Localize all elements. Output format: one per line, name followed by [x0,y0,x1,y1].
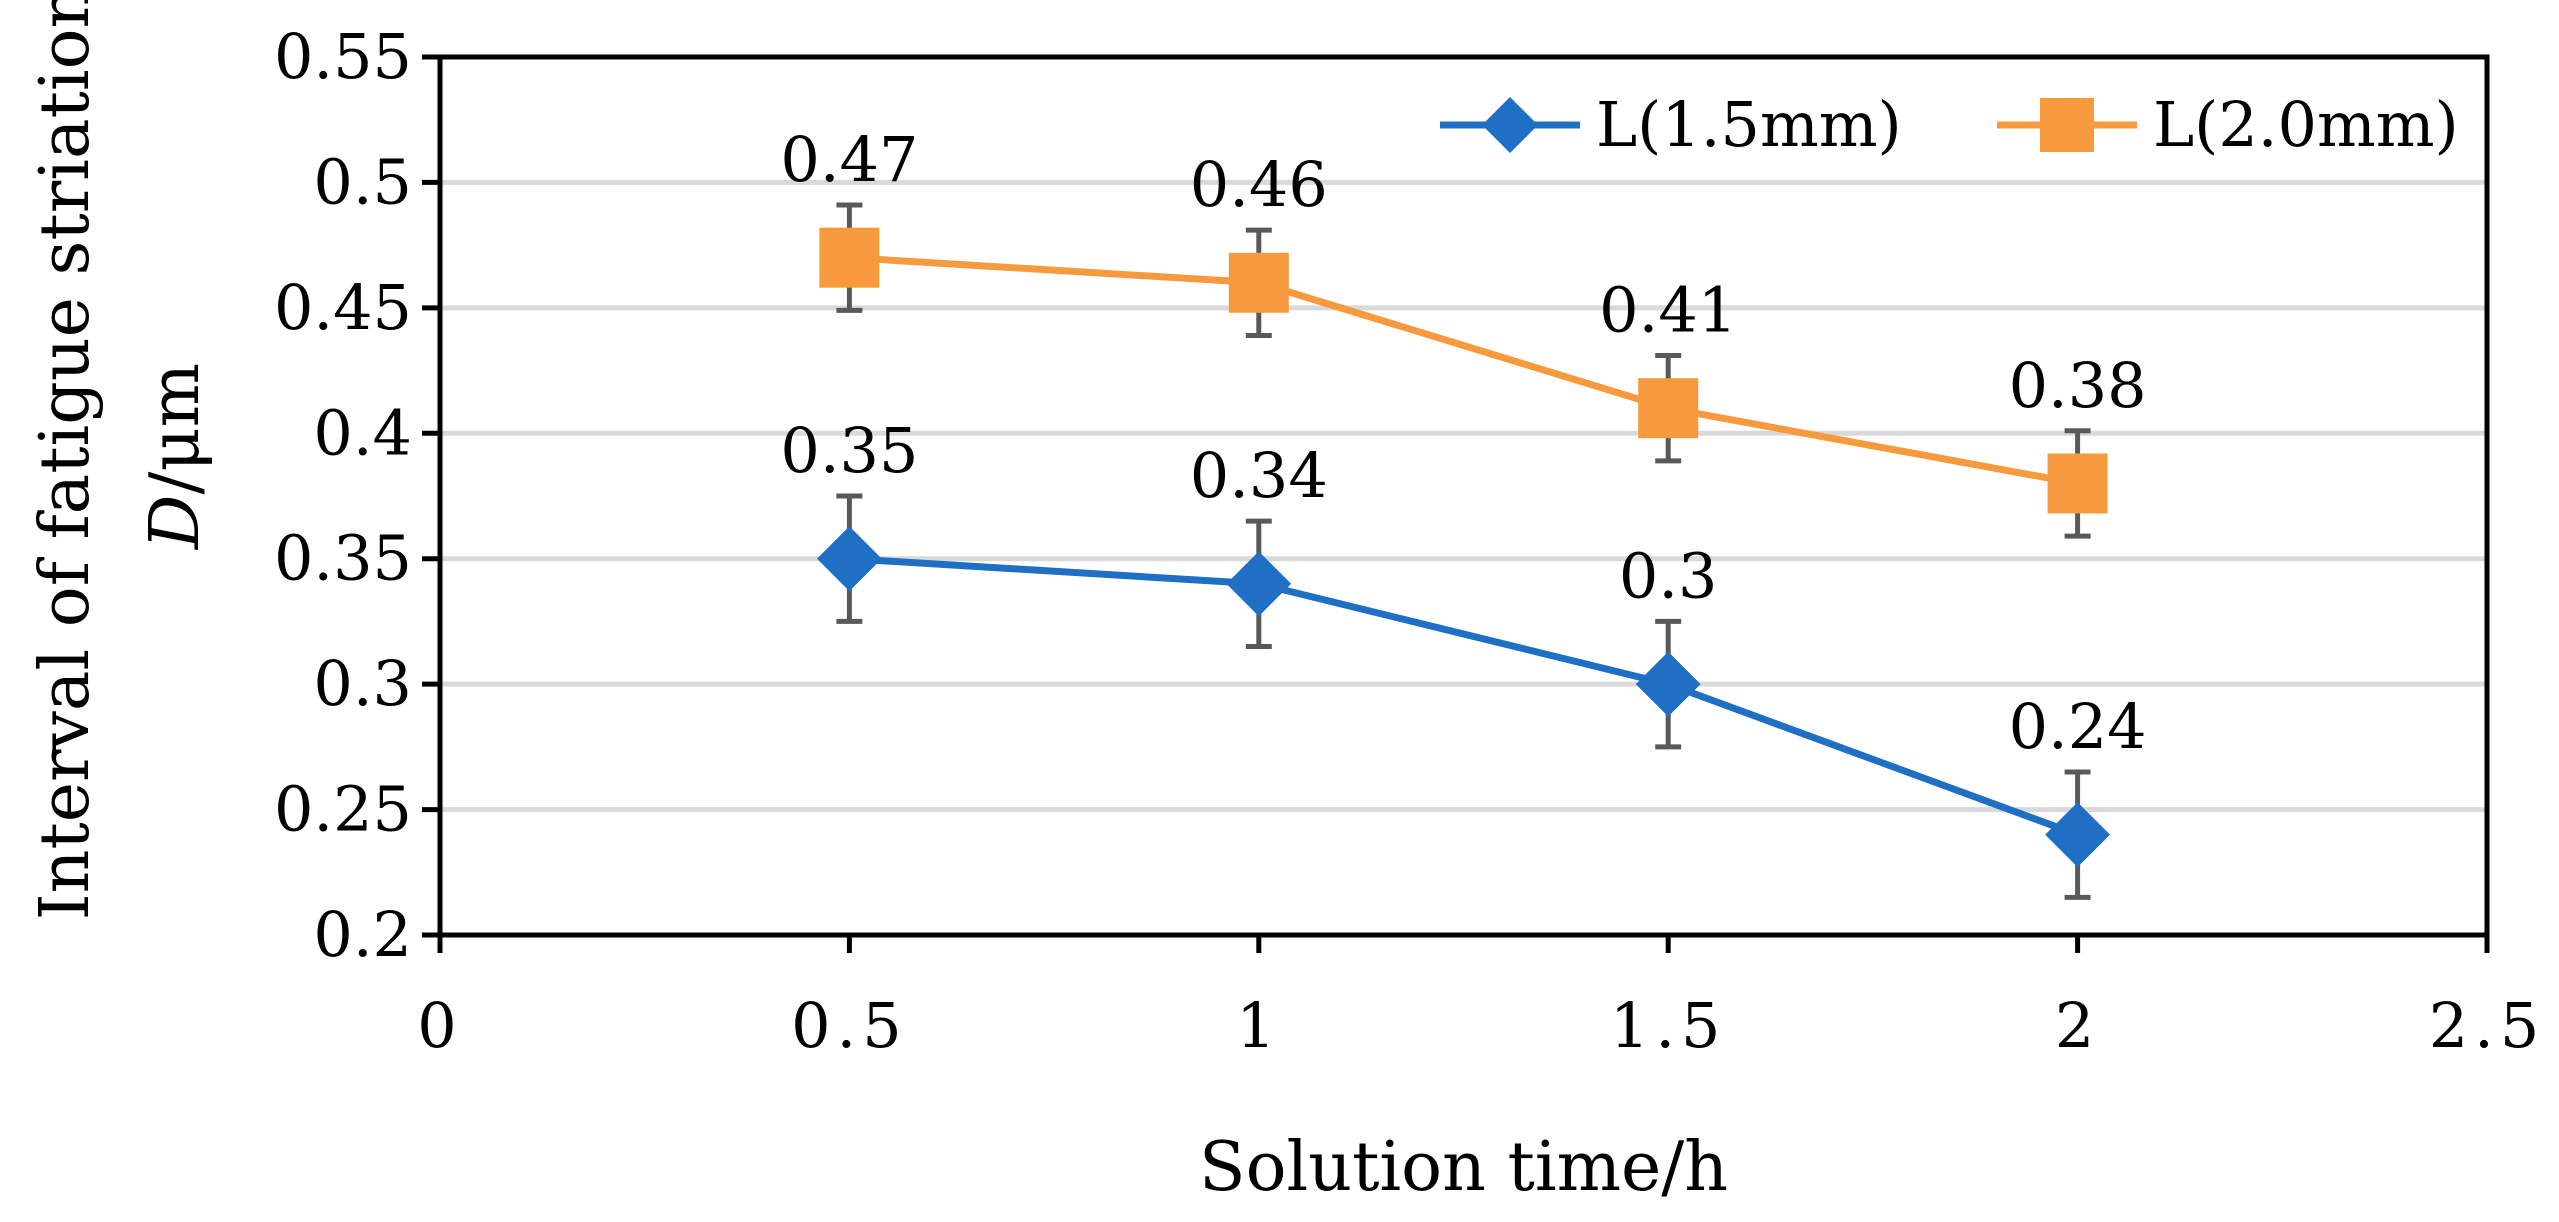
series-line [849,555,2079,838]
x-tick-label: 0 [417,989,462,1062]
data-point [1638,378,1699,439]
legend-marker [2040,98,2094,152]
data-label: 0.24 [2009,690,2147,763]
series [816,202,2111,900]
x-tick-label: 1 [1236,989,1281,1062]
y-tick-label: 0.35 [274,522,412,595]
data-labels: 0.35 0.34 0.3 0.24 0.47 0.46 0.41 0.38 [780,123,2146,763]
series-L(1.5mm) [816,493,2111,900]
data-point [2047,453,2108,514]
data-label: 0.47 [780,123,918,196]
y-axis-title-line2: D/μm [136,363,215,551]
x-axis-title: Solution time/h [1199,1128,1728,1207]
data-point [2045,802,2111,868]
data-point [1226,551,1292,617]
data-point [1228,252,1289,313]
y-tick-label: 0.5 [313,145,412,218]
x-tick-label: 2.5 [2429,989,2546,1062]
data-label: 0.3 [1619,539,1718,612]
y-tick-label: 0.25 [274,773,412,846]
axis-ticks: 0.2 0.25 0.3 0.35 0.4 0.45 0.5 0.55 0 0.5 1 1.5 2 2.5 [274,20,2546,1062]
data-label: 0.35 [780,414,918,487]
series-line [849,254,2079,487]
y-axis-title: Interval of fatigue striation- D/μm [26,0,215,920]
data-label: 0.38 [2009,349,2147,422]
legend-item: L(2.0mm) [1997,88,2459,161]
y-axis-title-line1: Interval of fatigue striation- [26,0,105,920]
series-L(2.0mm) [819,202,2108,539]
y-tick-label: 0.4 [313,396,412,469]
legend-marker [1482,97,1538,153]
x-tick-label: 0.5 [791,989,908,1062]
data-point [819,227,880,288]
data-label: 0.46 [1190,148,1328,221]
y-axis-title-unit: /μm [136,363,215,495]
y-axis-title-symbol: D [136,495,215,552]
y-tick-label: 0.3 [313,647,412,720]
gridlines [440,179,2487,813]
data-label: 0.34 [1190,439,1328,512]
data-point [1635,651,1701,717]
y-tick-label: 0.55 [274,20,412,93]
y-tick-label: 0.45 [274,271,412,344]
legend-label: L(2.0mm) [2153,88,2459,161]
x-tick-label: 2 [2055,989,2100,1062]
legend: L(1.5mm) L(2.0mm) [1440,88,2459,161]
x-tick-label: 1.5 [1610,989,1727,1062]
data-label: 0.41 [1599,274,1737,347]
plot-area-border [437,54,2490,938]
data-point [816,526,882,592]
legend-label: L(1.5mm) [1596,88,1902,161]
y-tick-label: 0.2 [313,898,412,971]
legend-item: L(1.5mm) [1440,88,1902,161]
